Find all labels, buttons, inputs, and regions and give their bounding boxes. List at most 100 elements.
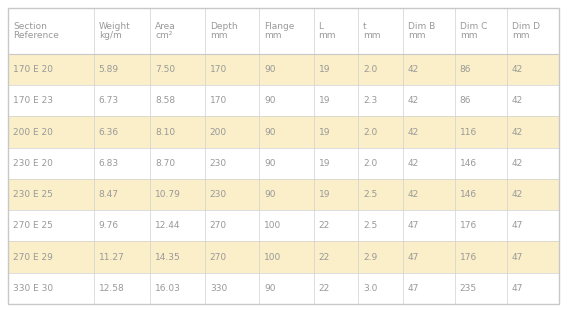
Text: 8.70: 8.70 bbox=[155, 159, 176, 168]
Text: 270: 270 bbox=[210, 221, 227, 230]
Text: 47: 47 bbox=[408, 253, 419, 261]
Text: 6.83: 6.83 bbox=[99, 159, 119, 168]
Bar bbox=[8, 273, 559, 304]
Text: mm: mm bbox=[319, 31, 336, 40]
Text: mm: mm bbox=[408, 31, 425, 40]
Bar bbox=[8, 179, 559, 210]
Text: 5.89: 5.89 bbox=[99, 65, 119, 74]
Text: 22: 22 bbox=[319, 221, 330, 230]
Text: 230 E 25: 230 E 25 bbox=[13, 190, 53, 199]
Text: mm: mm bbox=[512, 31, 530, 40]
Text: 2.5: 2.5 bbox=[363, 221, 378, 230]
Text: mm: mm bbox=[363, 31, 380, 40]
Bar bbox=[8, 85, 559, 116]
Text: cm²: cm² bbox=[155, 31, 173, 40]
Text: Flange: Flange bbox=[264, 22, 295, 31]
Text: 10.79: 10.79 bbox=[155, 190, 181, 199]
Text: Reference: Reference bbox=[13, 31, 59, 40]
Text: 42: 42 bbox=[408, 65, 419, 74]
Text: 176: 176 bbox=[460, 221, 477, 230]
Text: 230: 230 bbox=[210, 190, 227, 199]
Text: Depth: Depth bbox=[210, 22, 238, 31]
Text: 90: 90 bbox=[264, 128, 276, 137]
Text: 100: 100 bbox=[264, 221, 281, 230]
Text: 14.35: 14.35 bbox=[155, 253, 181, 261]
Text: 42: 42 bbox=[512, 65, 523, 74]
Text: 200 E 20: 200 E 20 bbox=[13, 128, 53, 137]
Text: Area: Area bbox=[155, 22, 176, 31]
Text: 170: 170 bbox=[210, 96, 227, 105]
Text: 86: 86 bbox=[460, 65, 471, 74]
Text: 8.58: 8.58 bbox=[155, 96, 176, 105]
Text: 42: 42 bbox=[512, 128, 523, 137]
Text: 2.5: 2.5 bbox=[363, 190, 378, 199]
Text: 47: 47 bbox=[408, 221, 419, 230]
Text: 8.47: 8.47 bbox=[99, 190, 119, 199]
Text: 90: 90 bbox=[264, 190, 276, 199]
Text: 16.03: 16.03 bbox=[155, 284, 181, 293]
Text: 19: 19 bbox=[319, 190, 330, 199]
Text: 146: 146 bbox=[460, 190, 477, 199]
Text: 47: 47 bbox=[512, 284, 523, 293]
Text: t: t bbox=[363, 22, 367, 31]
Text: 19: 19 bbox=[319, 159, 330, 168]
Text: 270 E 25: 270 E 25 bbox=[13, 221, 53, 230]
Bar bbox=[8, 8, 559, 54]
Text: 230 E 20: 230 E 20 bbox=[13, 159, 53, 168]
Bar bbox=[8, 116, 559, 148]
Text: 19: 19 bbox=[319, 128, 330, 137]
Text: 2.0: 2.0 bbox=[363, 159, 378, 168]
Text: 42: 42 bbox=[512, 190, 523, 199]
Text: 90: 90 bbox=[264, 96, 276, 105]
Text: kg/m: kg/m bbox=[99, 31, 121, 40]
Text: 90: 90 bbox=[264, 65, 276, 74]
Text: 330 E 30: 330 E 30 bbox=[13, 284, 53, 293]
Text: Weight: Weight bbox=[99, 22, 130, 31]
Text: 330: 330 bbox=[210, 284, 227, 293]
Bar bbox=[8, 241, 559, 273]
Text: 235: 235 bbox=[460, 284, 477, 293]
Text: Dim B: Dim B bbox=[408, 22, 435, 31]
Bar bbox=[8, 54, 559, 85]
Text: mm: mm bbox=[460, 31, 477, 40]
Text: 42: 42 bbox=[408, 190, 419, 199]
Text: 90: 90 bbox=[264, 159, 276, 168]
Text: 100: 100 bbox=[264, 253, 281, 261]
Text: 22: 22 bbox=[319, 284, 330, 293]
Text: 2.0: 2.0 bbox=[363, 128, 378, 137]
Text: 42: 42 bbox=[512, 159, 523, 168]
Text: 42: 42 bbox=[408, 96, 419, 105]
Text: 6.73: 6.73 bbox=[99, 96, 119, 105]
Text: 47: 47 bbox=[408, 284, 419, 293]
Text: 270: 270 bbox=[210, 253, 227, 261]
Text: 42: 42 bbox=[512, 96, 523, 105]
Text: 11.27: 11.27 bbox=[99, 253, 124, 261]
Text: 2.3: 2.3 bbox=[363, 96, 378, 105]
Text: 3.0: 3.0 bbox=[363, 284, 378, 293]
Text: 146: 146 bbox=[460, 159, 477, 168]
Text: 170 E 23: 170 E 23 bbox=[13, 96, 53, 105]
Text: 9.76: 9.76 bbox=[99, 221, 119, 230]
Text: 7.50: 7.50 bbox=[155, 65, 176, 74]
Text: 230: 230 bbox=[210, 159, 227, 168]
Text: 86: 86 bbox=[460, 96, 471, 105]
Text: Section: Section bbox=[13, 22, 47, 31]
Text: 170: 170 bbox=[210, 65, 227, 74]
Text: 6.36: 6.36 bbox=[99, 128, 119, 137]
Text: 200: 200 bbox=[210, 128, 227, 137]
Text: 22: 22 bbox=[319, 253, 330, 261]
Bar bbox=[8, 148, 559, 179]
Text: 42: 42 bbox=[408, 159, 419, 168]
Text: 176: 176 bbox=[460, 253, 477, 261]
Text: 12.58: 12.58 bbox=[99, 284, 124, 293]
Text: 2.9: 2.9 bbox=[363, 253, 378, 261]
Bar bbox=[8, 210, 559, 241]
Text: L: L bbox=[319, 22, 324, 31]
Text: 47: 47 bbox=[512, 253, 523, 261]
Text: 170 E 20: 170 E 20 bbox=[13, 65, 53, 74]
Text: mm: mm bbox=[264, 31, 282, 40]
Text: mm: mm bbox=[210, 31, 227, 40]
Text: 19: 19 bbox=[319, 96, 330, 105]
Text: 116: 116 bbox=[460, 128, 477, 137]
Text: 90: 90 bbox=[264, 284, 276, 293]
